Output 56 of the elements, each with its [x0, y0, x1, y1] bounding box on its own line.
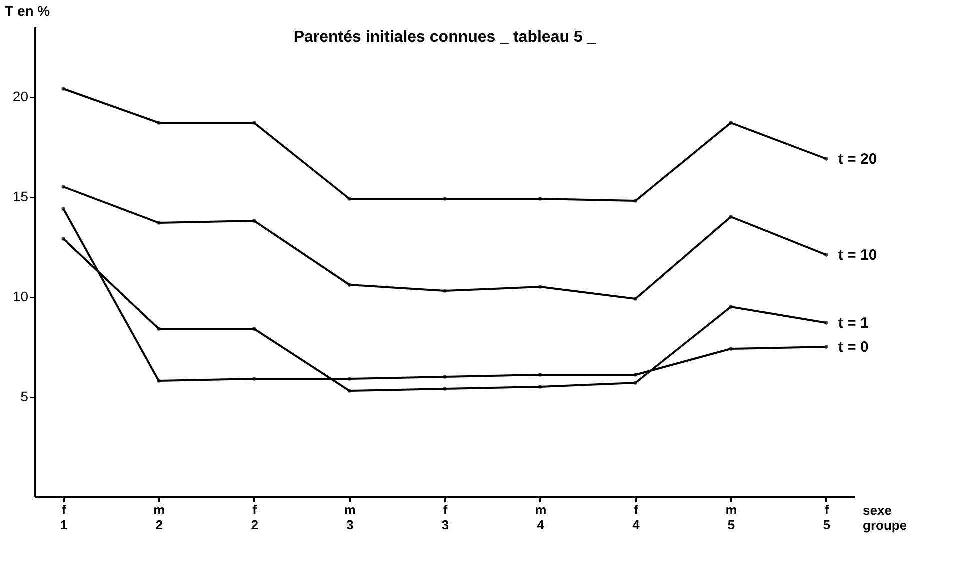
point [729, 121, 733, 125]
point [252, 121, 256, 125]
x-tick-label: f 2 [251, 502, 258, 532]
x-tick-label: f 4 [632, 502, 641, 532]
series-label: t = 10 [838, 247, 878, 264]
point [634, 381, 638, 385]
point [443, 289, 447, 293]
point [348, 197, 352, 201]
point [157, 327, 161, 331]
point [634, 199, 638, 203]
point [348, 283, 352, 287]
point [634, 373, 638, 377]
x-tick-label: m 5 [726, 502, 738, 532]
x-tick-label: f 1 [60, 502, 68, 532]
x-tick-label: m 3 [344, 502, 356, 532]
y-axis-title: T en % [5, 3, 51, 19]
point [157, 379, 161, 383]
point [62, 185, 66, 189]
point [62, 207, 66, 211]
x-tick-label: m 2 [154, 502, 166, 532]
point [729, 347, 733, 351]
point [157, 121, 161, 125]
x-tick-label: f 5 [823, 502, 831, 532]
point [252, 219, 256, 223]
point [348, 389, 352, 393]
point [538, 385, 542, 389]
x-axis-title: sexe groupe [863, 503, 908, 533]
point [443, 387, 447, 391]
point [157, 221, 161, 225]
y-tick-label: 5 [20, 388, 29, 404]
series-label: t = 20 [838, 151, 878, 168]
point [348, 377, 352, 381]
point [824, 157, 828, 161]
point [824, 253, 828, 257]
point [62, 237, 66, 241]
point [729, 215, 733, 219]
chart-title: Parentés initiales connues _ tableau 5 _ [294, 29, 598, 46]
x-tick-label: m 4 [535, 502, 547, 532]
point [634, 297, 638, 301]
point [538, 285, 542, 289]
point [252, 377, 256, 381]
point [538, 197, 542, 201]
point [62, 87, 66, 91]
y-tick-label: 20 [12, 88, 29, 104]
series-label: t = 0 [838, 339, 869, 356]
point [538, 373, 542, 377]
x-tick-label: f 3 [442, 502, 450, 532]
point [824, 345, 828, 349]
point [824, 321, 828, 325]
point [252, 327, 256, 331]
y-tick-label: 15 [12, 188, 29, 204]
point [443, 375, 447, 379]
point [443, 197, 447, 201]
y-tick-label: 10 [12, 288, 29, 304]
series-label: t = 1 [838, 315, 869, 332]
point [729, 305, 733, 309]
